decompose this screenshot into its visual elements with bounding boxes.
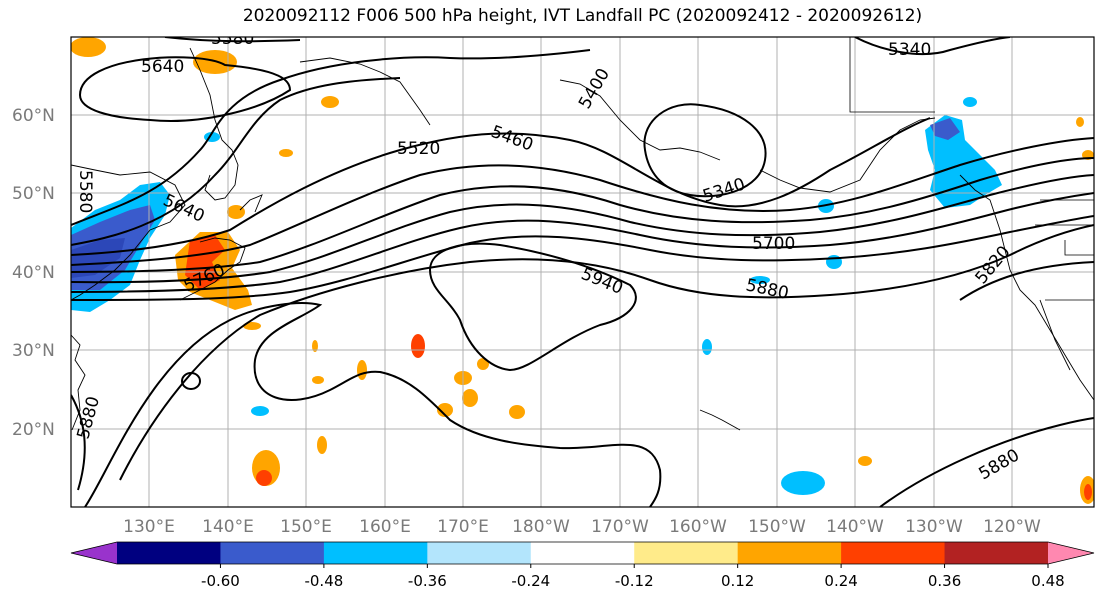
colorbar-bin bbox=[427, 542, 532, 564]
colorbar-tick-label: -0.24 bbox=[511, 572, 550, 590]
colorbar-tick-label: 0.24 bbox=[824, 572, 857, 590]
colorbar-outline bbox=[70, 541, 1095, 565]
lat-label: 30°N bbox=[12, 341, 55, 361]
colorbar-tick-label: -0.36 bbox=[408, 572, 447, 590]
height-contours bbox=[71, 37, 1094, 507]
colorbar-extend-high bbox=[1048, 542, 1094, 564]
lon-label: 140°E bbox=[202, 517, 254, 537]
colorbar-bin bbox=[634, 542, 739, 564]
longitude-labels: 130°E 140°E 150°E 160°E 170°E 180°W 170°… bbox=[123, 517, 1041, 537]
lon-label: 140°W bbox=[826, 517, 884, 537]
colorbar-extend-low bbox=[71, 542, 117, 564]
colorbar-tick-label: 0.48 bbox=[1031, 572, 1064, 590]
coastlines bbox=[71, 47, 1094, 431]
map-frame bbox=[70, 36, 1095, 508]
lat-label: 20°N bbox=[12, 420, 55, 440]
colorbar-tick-label: 0.36 bbox=[928, 572, 961, 590]
lat-label: 60°N bbox=[12, 106, 55, 126]
colorbar-bin bbox=[220, 542, 325, 564]
colorbar-bin bbox=[841, 542, 946, 564]
contour-label: 5340 bbox=[888, 40, 931, 60]
contour-label: 5580 bbox=[75, 170, 95, 213]
lat-label: 50°N bbox=[12, 184, 55, 204]
map-title: 2020092112 F006 500 hPa height, IVT Land… bbox=[242, 6, 923, 26]
colorbar-tick-label: -0.48 bbox=[304, 572, 343, 590]
lon-label: 170°W bbox=[591, 517, 649, 537]
lon-label: 160°E bbox=[359, 517, 411, 537]
positive-anomaly-japan-core bbox=[185, 235, 225, 290]
lat-label: 40°N bbox=[12, 263, 55, 283]
lon-label: 150°E bbox=[280, 517, 332, 537]
colorbar-tick-label: -0.12 bbox=[615, 572, 654, 590]
contour-label: 5520 bbox=[397, 139, 440, 159]
lon-label: 160°W bbox=[669, 517, 727, 537]
negative-anomaly-asia-inner bbox=[71, 238, 125, 278]
lon-label: 150°W bbox=[748, 517, 806, 537]
colorbar-tick-label: -0.60 bbox=[201, 572, 240, 590]
contour-label: 5640 bbox=[141, 57, 184, 77]
lon-label: 130°W bbox=[905, 517, 963, 537]
colorbar-bin bbox=[117, 542, 221, 564]
colorbar-bin bbox=[737, 542, 842, 564]
contour-label: 5580 bbox=[211, 29, 254, 49]
contour-label: 5700 bbox=[752, 234, 795, 254]
colorbar-tick-label: 0.12 bbox=[721, 572, 754, 590]
positive-anomaly-topleft bbox=[71, 37, 106, 57]
lon-label: 130°E bbox=[123, 517, 175, 537]
colorbar-bin bbox=[530, 542, 635, 564]
lon-label: 180°W bbox=[512, 517, 570, 537]
colorbar-bin bbox=[323, 542, 428, 564]
colorbar: -0.60 -0.48 -0.36 -0.24 -0.12 0.12 0.24 0.36 0.4… bbox=[70, 541, 1095, 590]
lon-label: 170°E bbox=[437, 517, 489, 537]
colorbar-bin bbox=[944, 542, 1049, 564]
graticule bbox=[71, 37, 1094, 507]
lon-label: 120°W bbox=[983, 517, 1041, 537]
latitude-labels: 60°N 50°N 40°N 30°N 20°N bbox=[12, 106, 55, 440]
